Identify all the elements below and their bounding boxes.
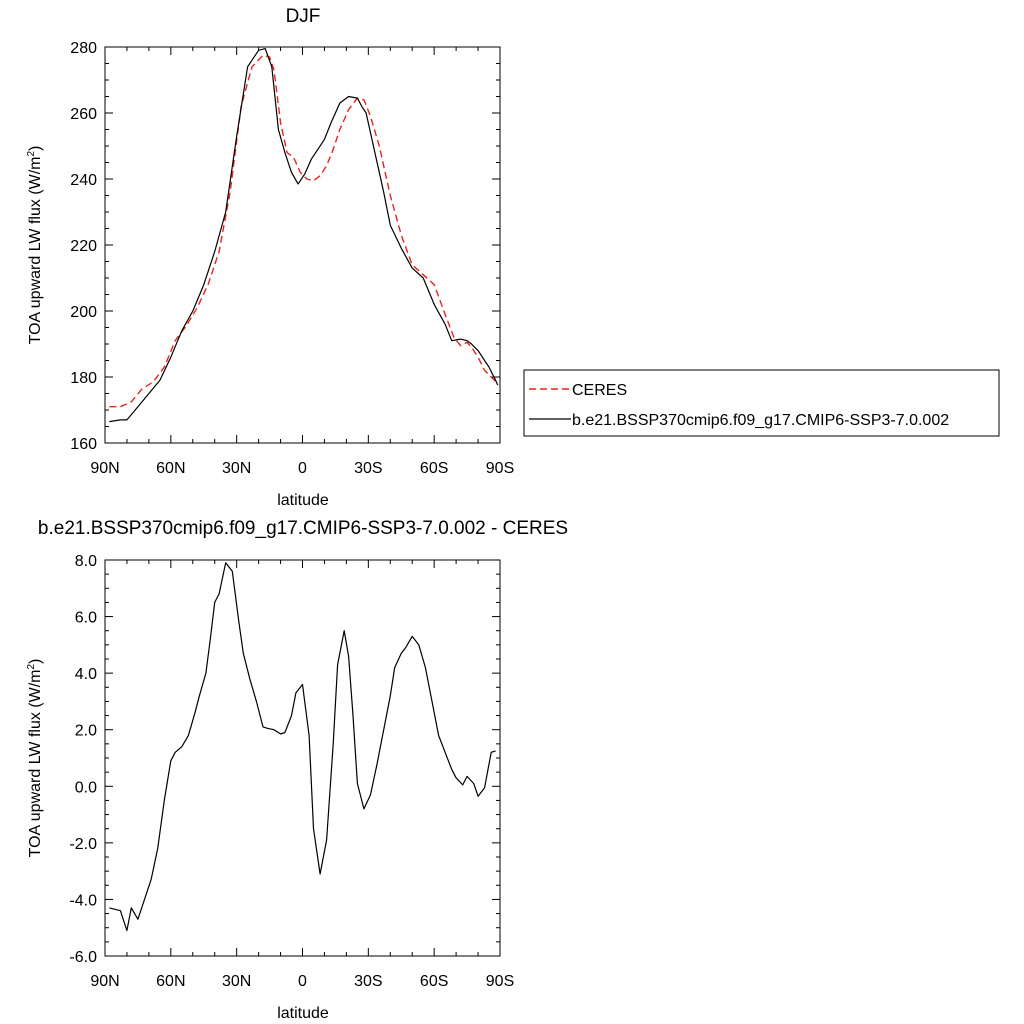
y-axis-label-superscript: 2: [26, 151, 37, 157]
y-tick-label: 0.0: [75, 779, 97, 796]
legend-label-model: b.e21.BSSP370cmip6.f09_g17.CMIP6-SSP3-7.…: [572, 412, 949, 429]
x-tick-label: 30S: [354, 460, 382, 477]
y-tick-label: 220: [70, 238, 97, 255]
y-tick-label: 6.0: [75, 610, 97, 627]
series-line-model: [109, 47, 499, 423]
plot-frame: [104, 559, 501, 957]
x-tick-label: 30S: [354, 973, 382, 990]
y-axis-label: TOA upward LW flux (W/m2): [26, 659, 44, 858]
x-tick-label: 90S: [486, 973, 514, 990]
x-tick-label: 0: [298, 973, 307, 990]
y-tick-label: 200: [70, 304, 97, 321]
x-tick-label: 30N: [222, 460, 251, 477]
chart-title: b.e21.BSSP370cmip6.f09_g17.CMIP6-SSP3-7.…: [38, 518, 568, 539]
legend-label-ceres: CERES: [572, 382, 627, 399]
plot-area: 160 180 200 220 240 260 280 90N 60N 30N 0 30S 60S 90S: [70, 40, 514, 477]
y-tick-label: -2.0: [69, 836, 97, 853]
chart-title: DJF: [286, 6, 321, 27]
x-tick-label: 90N: [90, 973, 119, 990]
x-tick-label: 60N: [156, 973, 185, 990]
plot-area: -6.0 -4.0 -2.0 0.0 2.0 4.0 6.0 8.0 90N 60N 30N 0 30S…: [69, 553, 514, 990]
y-tick-label: 8.0: [75, 553, 97, 570]
y-tick-label: 2.0: [75, 723, 97, 740]
x-tick-label: 90N: [90, 460, 119, 477]
y-tick-label: -6.0: [69, 949, 97, 966]
chart-panel-difference: b.e21.BSSP370cmip6.f09_g17.CMIP6-SSP3-7.…: [26, 518, 568, 1022]
y-tick-label: 4.0: [75, 666, 97, 683]
legend-box: [523, 369, 1000, 437]
y-tick-label: 280: [70, 40, 97, 57]
plot-frame: [104, 46, 501, 444]
legend: CERES b.e21.BSSP370cmip6.f09_g17.CMIP6-S…: [523, 369, 1000, 437]
y-tick-label: -4.0: [69, 892, 97, 909]
x-tick-label: 90S: [486, 460, 514, 477]
x-tick-label: 30N: [222, 973, 251, 990]
x-tick-label: 0: [298, 460, 307, 477]
x-axis-label: latitude: [277, 492, 329, 509]
x-tick-label: 60S: [420, 460, 448, 477]
y-axis-label-superscript: 2: [26, 664, 37, 670]
y-axis-label: TOA upward LW flux (W/m2): [26, 146, 44, 345]
y-tick-label: 180: [70, 370, 97, 387]
series-line-difference: [109, 562, 496, 932]
x-tick-label: 60S: [420, 973, 448, 990]
y-tick-label: 260: [70, 106, 97, 123]
y-tick-label: 240: [70, 172, 97, 189]
y-tick-label: 160: [70, 436, 97, 453]
chart-panel-djf: DJF 160 180 200 220 240 260 280 90N 60N 30N 0 30S 60…: [26, 6, 514, 509]
x-tick-label: 60N: [156, 460, 185, 477]
series-line-ceres: [109, 54, 499, 408]
x-axis-label: latitude: [277, 1005, 329, 1022]
